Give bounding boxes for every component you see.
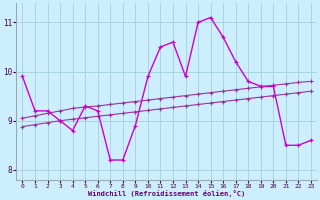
X-axis label: Windchill (Refroidissement éolien,°C): Windchill (Refroidissement éolien,°C) [88, 190, 245, 197]
